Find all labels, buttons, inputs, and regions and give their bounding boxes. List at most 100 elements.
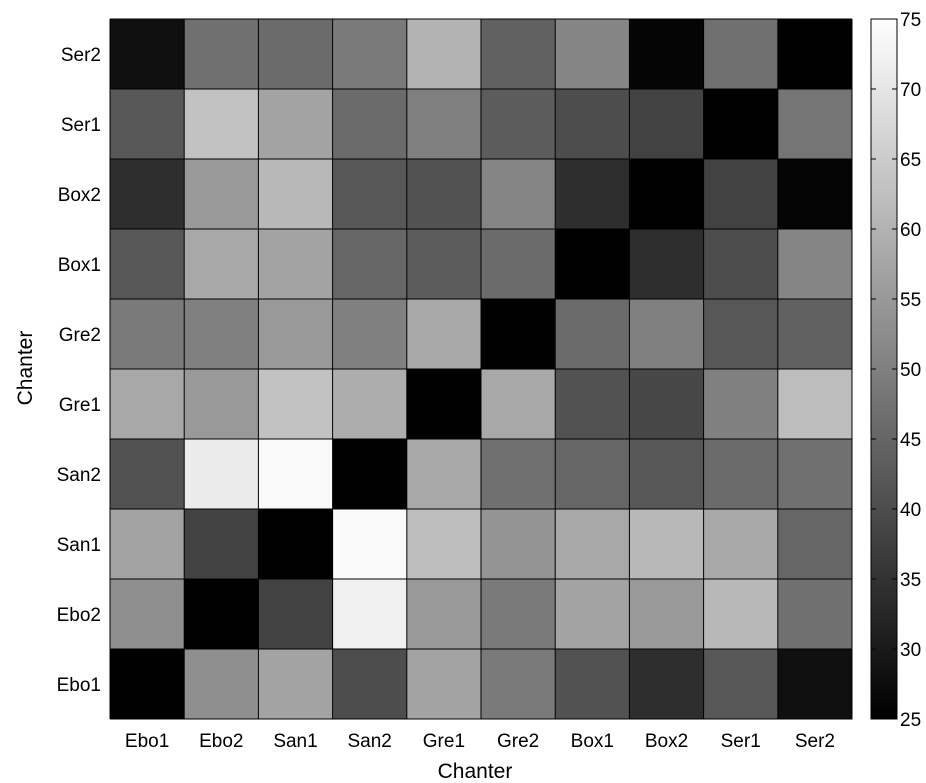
heatmap-cell-ser1-box2: [629, 89, 705, 160]
x-tick-label-san2: San2: [348, 731, 392, 752]
heatmap-cell-san2-box2: [629, 439, 705, 510]
x-tick-label-box1: Box1: [571, 731, 614, 752]
heatmap-cell-ser2-ser2: [777, 19, 853, 90]
y-tick-label-ser2: Ser2: [61, 45, 101, 66]
heatmap-cell-san1-ebo2: [184, 509, 259, 580]
heatmap-cell-box1-gre1: [406, 229, 482, 300]
heatmap-cell-gre1-gre2: [481, 369, 556, 440]
heatmap-cell-box1-san1: [258, 229, 334, 300]
colorbar-tick-label-50: 50: [900, 360, 921, 381]
heatmap-cell-san2-gre1: [406, 439, 482, 510]
heatmap-cell-box2-box2: [629, 159, 705, 230]
heatmap-cell-box1-gre2: [481, 229, 556, 300]
colorbar: 25 30 35 40 45 50 55 60 65 70 75: [870, 10, 921, 731]
heatmap-cell-san1-box2: [629, 509, 705, 580]
heatmap-cell-san2-ser2: [777, 439, 853, 510]
heatmap-cell-gre2-gre2: [481, 299, 556, 370]
heatmap-cell-gre2-box1: [555, 299, 630, 370]
heatmap-cell-san1-gre1: [406, 509, 482, 580]
heatmap-cell-gre1-box2: [629, 369, 705, 440]
heatmap-cell-ser1-ebo1: [110, 89, 185, 160]
heatmap-cell-box1-ser1: [703, 229, 779, 300]
heatmap-cell-san2-gre2: [481, 439, 556, 510]
heatmap-cell-gre2-san2: [332, 299, 408, 370]
heatmap-cell-box2-ser2: [777, 159, 853, 230]
heatmap-cell-ebo2-box1: [555, 579, 630, 650]
heatmap-cell-ebo1-box1: [555, 649, 630, 720]
heatmap-cell-gre2-ebo2: [184, 299, 259, 370]
y-tick-label-san2: San2: [57, 465, 101, 486]
x-tick-label-ebo2: Ebo2: [199, 731, 243, 752]
heatmap-cell-san2-ebo2: [184, 439, 259, 510]
y-tick-label-san1: San1: [57, 535, 101, 556]
heatmap-cell-ser2-ser1: [703, 19, 779, 90]
x-tick-labels: Ebo1 Ebo2 San1 San2 Gre1 Gre2 Box1 Box2 Ser1 Ser2: [125, 731, 835, 752]
heatmap-cell-ser1-san2: [332, 89, 408, 160]
heatmap-cell-ebo2-ser1: [703, 579, 779, 650]
heatmap-cell-ser2-box2: [629, 19, 705, 90]
heatmap-cell-ser1-ser1: [703, 89, 779, 160]
y-tick-label-gre1: Gre1: [59, 395, 101, 416]
heatmap-cell-ser2-san2: [332, 19, 408, 90]
colorbar-tick-label-30: 30: [900, 640, 921, 661]
heatmap-cell-box2-san2: [332, 159, 408, 230]
heatmap-cell-gre1-san1: [258, 369, 334, 440]
heatmap-cell-gre1-ebo2: [184, 369, 259, 440]
heatmap-cell-san1-ser2: [777, 509, 853, 580]
heatmap-cell-ser2-gre1: [406, 19, 482, 90]
heatmap-cell-san1-san2: [332, 509, 408, 580]
colorbar-tick-label-45: 45: [900, 430, 921, 451]
x-tick-label-ser2: Ser2: [795, 731, 835, 752]
y-tick-label-box1: Box1: [58, 255, 101, 276]
heatmap-cell-ebo1-ebo2: [184, 649, 259, 720]
heatmap-cell-ebo1-ser2: [777, 649, 853, 720]
heatmap-cell-gre2-ebo1: [110, 299, 185, 370]
heatmap-cell-box2-gre1: [406, 159, 482, 230]
y-axis-label: Chanter: [14, 331, 37, 406]
heatmap-cell-san2-san2: [332, 439, 408, 510]
heatmap-cell-gre1-box1: [555, 369, 630, 440]
heatmap-cell-box2-san1: [258, 159, 334, 230]
heatmap-cell-san1-ebo1: [110, 509, 185, 580]
heatmap-cell-ebo1-gre2: [481, 649, 556, 720]
x-tick-label-ser1: Ser1: [721, 731, 761, 752]
heatmap-cell-ebo2-ebo2: [184, 579, 259, 650]
heatmap-cell-ser1-box1: [555, 89, 630, 160]
heatmap-cell-box2-ebo2: [184, 159, 259, 230]
heatmap-cell-ebo1-gre1: [406, 649, 482, 720]
heatmap-cell-ebo2-ser2: [777, 579, 853, 650]
y-tick-label-gre2: Gre2: [59, 325, 101, 346]
heatmap-cell-box1-san2: [332, 229, 408, 300]
colorbar-tick-label-75: 75: [900, 10, 921, 31]
heatmap-cell-box2-box1: [555, 159, 630, 230]
heatmap-cell-san1-ser1: [703, 509, 779, 580]
heatmap-cell-box1-box2: [629, 229, 705, 300]
heatmap-cell-ebo1-ebo1: [110, 649, 185, 720]
heatmap-cell-ebo1-san2: [332, 649, 408, 720]
heatmap-cell-san2-ebo1: [110, 439, 185, 510]
heatmap-cell-ebo2-san2: [332, 579, 408, 650]
heatmap-cell-gre1-ser1: [703, 369, 779, 440]
heatmap-cell-san1-gre2: [481, 509, 556, 580]
heatmap-cell-ser2-ebo2: [184, 19, 259, 90]
heatmap-cell-san2-ser1: [703, 439, 779, 510]
heatmap-cell-gre1-ser2: [777, 369, 853, 440]
heatmap-cell-ebo2-box2: [629, 579, 705, 650]
heatmap-cell-gre2-ser2: [777, 299, 853, 370]
colorbar-tick-label-55: 55: [900, 290, 921, 311]
heatmap-cell-ebo2-ebo1: [110, 579, 185, 650]
heatmap-cell-ser2-gre2: [481, 19, 556, 90]
x-tick-label-san1: San1: [273, 731, 317, 752]
heatmap-cell-box1-ser2: [777, 229, 853, 300]
heatmap-grid: [109, 18, 853, 720]
y-tick-label-ebo1: Ebo1: [57, 675, 101, 696]
y-tick-label-ebo2: Ebo2: [57, 605, 101, 626]
heatmap-cell-box1-ebo1: [110, 229, 185, 300]
colorbar-tick-label-70: 70: [900, 80, 921, 101]
y-tick-label-box2: Box2: [58, 185, 101, 206]
heatmap-cell-ebo2-gre2: [481, 579, 556, 650]
heatmap-cell-ser1-ebo2: [184, 89, 259, 160]
colorbar-tick-label-65: 65: [900, 150, 921, 171]
heatmap-cell-ser1-san1: [258, 89, 334, 160]
